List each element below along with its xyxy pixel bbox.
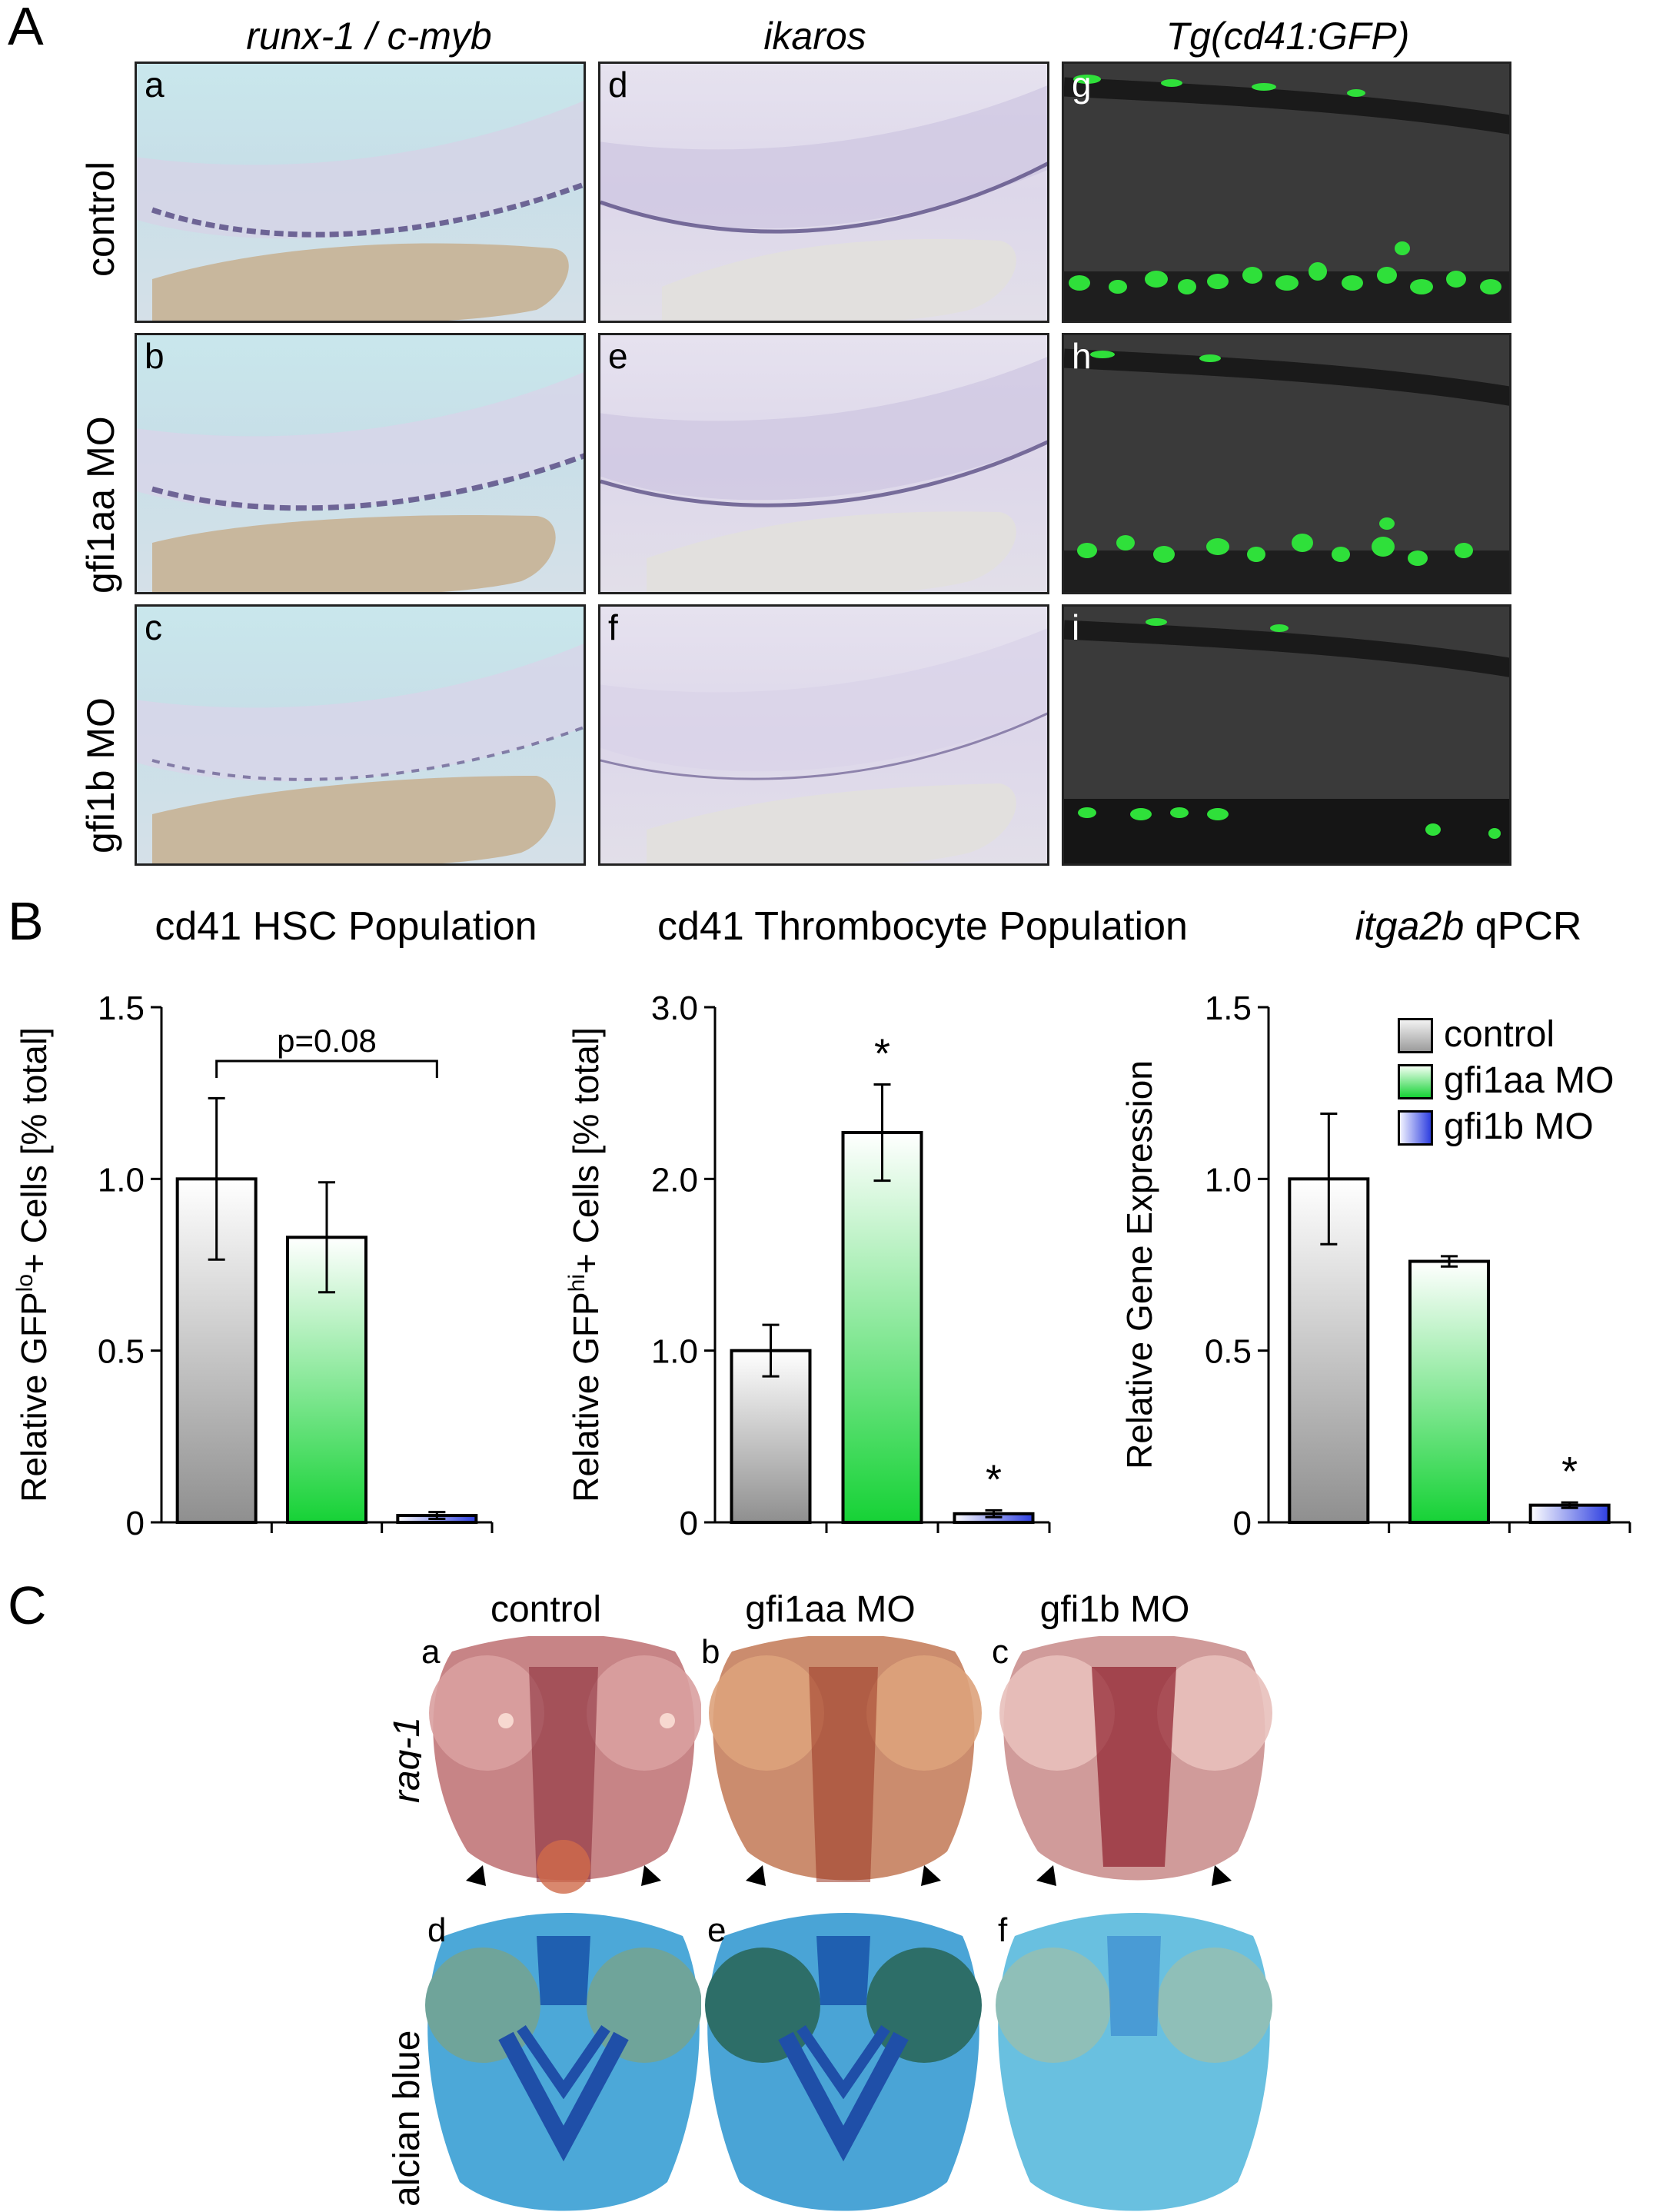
- embryo-d-alcian-control: d: [421, 1913, 706, 2212]
- embryo-tail-illustration: [137, 101, 584, 321]
- y-tick-label: 1.0: [651, 1333, 698, 1371]
- legend-item-gfi1b: gfi1b MO: [1398, 1106, 1651, 1149]
- c-tile-letter-e: e: [707, 1913, 727, 1949]
- tile-letter-h: h: [1072, 336, 1092, 376]
- y-axis-label: Relative Gene Expression: [1119, 1060, 1159, 1469]
- embryo-a-rag1-control: a: [421, 1636, 706, 1898]
- embryo-tail-illustration: [137, 644, 584, 863]
- bar-gfi1aa: [1408, 1259, 1490, 1524]
- micrograph-h-gfp-gfi1aa: h: [1062, 333, 1511, 594]
- chart-thrombocyte-population: 0 1.0 2.0 3.0 * * Relative GFPhi+ Cells [% tot…: [564, 990, 1051, 1542]
- micrograph-g-gfp-control: g: [1062, 62, 1511, 323]
- c-column-header-gfi1aa: gfi1aa MO: [745, 1589, 916, 1630]
- rag1-head-illustration: [992, 1636, 1276, 1898]
- chart-legend: control gfi1aa MO gfi1b MO: [1398, 1013, 1651, 1152]
- tile-letter-g: g: [1072, 65, 1092, 105]
- tile-letter-b: b: [145, 336, 165, 376]
- chart-3-title-suffix: qPCR: [1464, 904, 1582, 949]
- c-tile-letter-a: a: [421, 1636, 441, 1671]
- legend-label-gfi1aa: gfi1aa MO: [1444, 1060, 1614, 1101]
- chart-1-title: cd41 HSC Population: [155, 904, 537, 949]
- micrograph-b-runx1-gfi1aa: b: [135, 333, 586, 594]
- y-tick-label: 0.5: [98, 1333, 145, 1371]
- tile-letter-d: d: [608, 65, 628, 105]
- y-tick-label: 0: [680, 1505, 698, 1542]
- y-tick-label: 3.0: [651, 990, 698, 1027]
- tile-letter-e: e: [608, 336, 628, 376]
- micrograph-d-ikaros-control: d: [598, 62, 1049, 323]
- y-tick-label: 1.5: [1205, 990, 1252, 1027]
- gfp-fluorescence-illustration: [1064, 607, 1509, 863]
- gfp-fluorescence-illustration: [1064, 64, 1509, 321]
- bar-control: [175, 1177, 258, 1524]
- column-header-tg-cd41-gfp: Tg(cd41:GFP): [1166, 15, 1410, 58]
- tile-letter-i: i: [1072, 607, 1080, 647]
- y-axis-label: Relative GFPlo+ Cells [% total]: [12, 1027, 54, 1502]
- row-label-gfi1b-mo: gfi1b MO: [79, 697, 122, 853]
- panel-letter-b: B: [8, 891, 44, 951]
- significance-marker: *: [986, 1456, 1002, 1502]
- chart-2-title: cd41 Thrombocyte Population: [657, 904, 1188, 949]
- y-tick-label: 1.0: [1205, 1161, 1252, 1199]
- embryo-tail-illustration: [600, 357, 1047, 592]
- alcian-blue-head-illustration: [421, 1913, 706, 2212]
- bar-gfi1aa: [841, 1131, 923, 1525]
- chart-3-title: itga2b qPCR: [1307, 903, 1630, 950]
- row-label-control: control: [79, 161, 122, 277]
- gfp-fluorescence-illustration: [1064, 335, 1509, 592]
- y-tick-label: 1.5: [98, 990, 145, 1027]
- tile-letter-a: a: [145, 65, 165, 105]
- y-tick-label: 0: [126, 1505, 145, 1542]
- c-tile-letter-f: f: [998, 1913, 1008, 1949]
- embryo-tail-illustration: [600, 628, 1047, 863]
- c-column-header-gfi1b: gfi1b MO: [1039, 1589, 1190, 1630]
- column-header-ikaros: ikaros: [763, 15, 866, 58]
- c-column-header-control: control: [490, 1589, 602, 1630]
- chart-3-title-gene: itga2b: [1355, 904, 1465, 949]
- embryo-c-rag1-gfi1b: c: [992, 1636, 1276, 1898]
- y-axis-label: Relative GFPhi+ Cells [% total]: [564, 1027, 606, 1502]
- embryo-tail-illustration: [600, 85, 1047, 321]
- embryo-f-alcian-gfi1b: f: [992, 1913, 1276, 2212]
- legend-label-gfi1b: gfi1b MO: [1444, 1106, 1594, 1147]
- chart-hsc-population: 0 0.5 1.0 1.5 p=0.08 Relative GFPlo+ Cells [%…: [12, 990, 494, 1542]
- column-header-runx1-cmyb: runx-1 / c-myb: [246, 15, 492, 58]
- c-tile-letter-c: c: [992, 1636, 1009, 1671]
- significance-marker: *: [1561, 1449, 1578, 1495]
- legend-item-gfi1aa: gfi1aa MO: [1398, 1059, 1651, 1103]
- bar-control: [730, 1349, 812, 1524]
- legend-swatch-control: [1398, 1018, 1433, 1053]
- micrograph-f-ikaros-gfi1b: f: [598, 604, 1049, 866]
- y-tick-label: 0.5: [1205, 1333, 1252, 1371]
- micrograph-a-runx1-control: a: [135, 62, 586, 323]
- y-tick-label: 0: [1233, 1505, 1252, 1542]
- significance-marker: *: [874, 1031, 890, 1077]
- c-tile-letter-d: d: [427, 1913, 447, 1949]
- chart-itga2b-qpcr: 0 0.5 1.0 1.5 * Relative Gene Expression: [1119, 990, 1631, 1542]
- rag1-head-illustration: [421, 1636, 706, 1898]
- panel-letter-a: A: [8, 0, 44, 56]
- alcian-blue-head-illustration: [701, 1913, 986, 2212]
- y-tick-label: 2.0: [651, 1161, 698, 1199]
- legend-swatch-gfi1b: [1398, 1110, 1433, 1146]
- p-value-annotation: p=0.08: [277, 1023, 377, 1059]
- tile-letter-f: f: [608, 607, 618, 647]
- significance-bracket: [215, 1059, 438, 1078]
- c-tile-letter-b: b: [701, 1636, 720, 1671]
- rag1-head-illustration: [701, 1636, 986, 1898]
- alcian-blue-head-illustration: [992, 1913, 1276, 2212]
- embryo-b-rag1-gfi1aa: b: [701, 1636, 986, 1898]
- legend-label-control: control: [1444, 1014, 1555, 1055]
- embryo-tail-illustration: [137, 372, 584, 592]
- micrograph-e-ikaros-gfi1aa: e: [598, 333, 1049, 594]
- micrograph-i-gfp-gfi1b: i: [1062, 604, 1511, 866]
- y-tick-label: 1.0: [98, 1161, 145, 1199]
- legend-swatch-gfi1aa: [1398, 1064, 1433, 1099]
- legend-item-control: control: [1398, 1013, 1651, 1056]
- tile-letter-c: c: [145, 607, 162, 647]
- embryo-e-alcian-gfi1aa: e: [701, 1913, 986, 2212]
- micrograph-c-runx1-gfi1b: c: [135, 604, 586, 866]
- row-label-gfi1aa-mo: gfi1aa MO: [79, 416, 122, 594]
- panel-letter-c: C: [8, 1575, 47, 1635]
